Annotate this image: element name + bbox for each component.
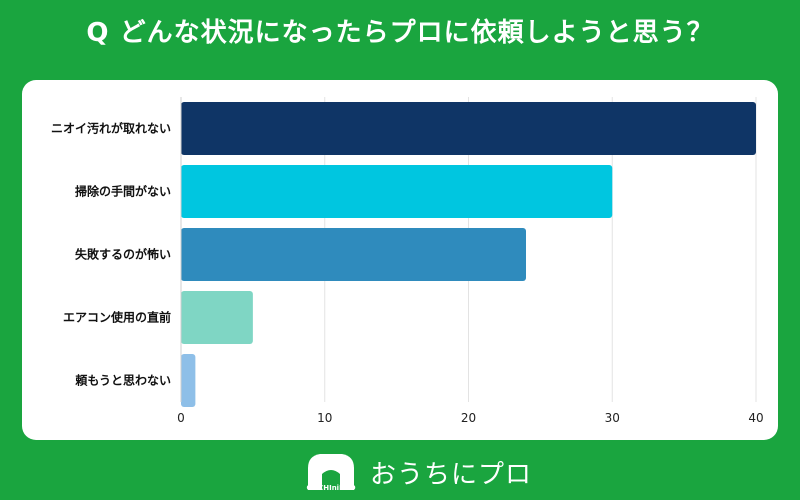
- bar: [181, 165, 613, 218]
- x-tick-label: 0: [177, 411, 185, 425]
- bar: [181, 228, 526, 281]
- chart-panel: 0 10 20 30 40 ニオイ汚れが取れない掃除の手間がない 失敗するのが怖いエアコン使…: [22, 80, 778, 440]
- x-tick-label: 20: [461, 411, 476, 425]
- bar: [181, 291, 253, 344]
- logo-mark-text: OUCHIniPRO: [306, 484, 356, 492]
- bar-chart: 0 10 20 30 40 ニオイ汚れが取れない掃除の手間がない失敗するのが怖いエアコン使…: [51, 97, 764, 425]
- house-logo-icon: [308, 454, 354, 490]
- footer: OUCHIniPRO おうちにプロ: [0, 448, 800, 498]
- category-label: 失敗するのが怖い: [75, 247, 171, 262]
- bar: [181, 102, 756, 155]
- category-label: ニオイ汚れが取れない: [51, 121, 171, 136]
- category-label: エアコン使用の直前: [63, 310, 171, 325]
- bar: [181, 354, 196, 407]
- brand-name: おうちにプロ: [370, 460, 533, 490]
- x-tick-label: 10: [317, 411, 332, 425]
- chart-title: Q どんな状況になったらプロに依頼しようと思う？: [86, 18, 714, 48]
- category-label: 頼もうと思わない: [74, 373, 171, 388]
- category-label: 掃除の手間がない: [75, 184, 171, 199]
- x-tick-label: 40: [748, 411, 763, 425]
- x-tick-label: 30: [605, 411, 620, 425]
